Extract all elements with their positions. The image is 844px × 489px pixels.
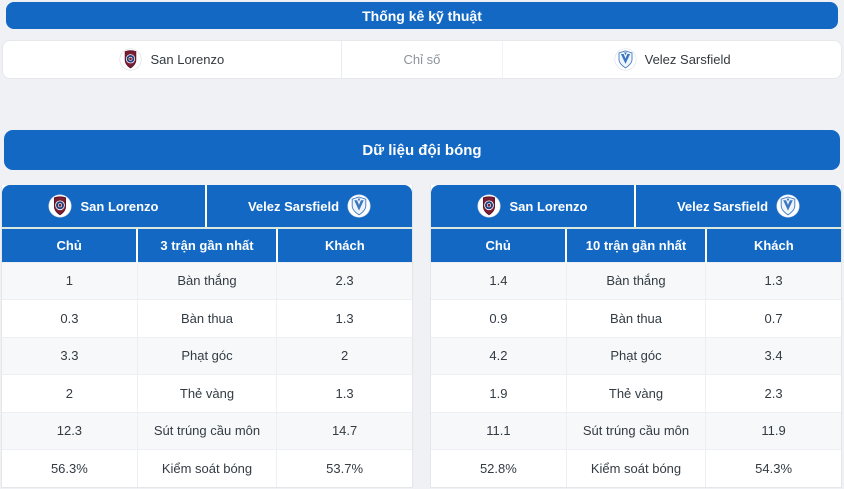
table-cell: 4.2 — [431, 336, 567, 375]
table-cell: 1.4 — [431, 261, 567, 300]
table-cell: 14.7 — [276, 411, 412, 450]
table-row: 4.2 Phạt góc 3.4 — [431, 336, 841, 375]
table-cell: Sút trúng cầu môn — [136, 411, 277, 450]
away-team-name: Velez Sarsfield — [644, 52, 731, 67]
table-row: 12.3 Sút trúng cầu môn 14.7 — [2, 411, 412, 450]
table-row: 56.3% Kiểm soát bóng 53.7% — [2, 449, 412, 487]
column-header-home: Chủ — [431, 229, 567, 262]
stat-table-last-10-matches: San Lorenzo Velez Sarsfield Chủ 10 trận … — [430, 185, 842, 488]
stat-table-grid: Chủ 3 trận gần nhất Khách 1 Bàn thắng 2.3 0… — [2, 229, 412, 487]
table-cell: 0.7 — [705, 299, 841, 337]
stat-table-last-3-matches: San Lorenzo Velez Sarsfield Chủ 3 trận g… — [1, 185, 413, 488]
velez-sarsfield-crest-icon — [613, 48, 637, 71]
table-cell: 1 — [2, 261, 138, 300]
table-cell: 2 — [276, 336, 412, 375]
san-lorenzo-crest-icon — [477, 194, 502, 218]
away-team-cell: Velez Sarsfield — [503, 41, 841, 78]
column-header-period: 10 trận gần nhất — [565, 229, 706, 262]
metric-label-cell: Chỉ số — [340, 41, 504, 78]
away-team-cell: Velez Sarsfield — [207, 185, 412, 227]
san-lorenzo-crest-icon — [48, 194, 73, 218]
table-cell: Bàn thắng — [565, 261, 706, 300]
home-team-cell: San Lorenzo — [3, 41, 341, 78]
table-cell: 3.4 — [705, 336, 841, 375]
home-team-name: San Lorenzo — [150, 52, 225, 67]
table-cell: Sút trúng cầu môn — [565, 411, 706, 450]
table-cell: Kiểm soát bóng — [136, 449, 277, 487]
column-header-row: Chủ 10 trận gần nhất Khách — [431, 229, 841, 262]
table-row: 1.4 Bàn thắng 1.3 — [431, 261, 841, 300]
table-cell: 2.3 — [705, 374, 841, 412]
table-row: 2 Thẻ vàng 1.3 — [2, 374, 412, 412]
table-row: 1 Bàn thắng 2.3 — [2, 261, 412, 300]
team-data-section: Dữ liệu đội bóng San Lorenzo Velez Sarsf… — [0, 130, 844, 488]
stat-table-team-header: San Lorenzo Velez Sarsfield — [2, 185, 412, 229]
table-cell: Phạt góc — [136, 336, 277, 375]
stat-table-team-header: San Lorenzo Velez Sarsfield — [431, 185, 841, 229]
table-cell: 1.9 — [431, 374, 567, 412]
stat-table-grid: Chủ 10 trận gần nhất Khách 1.4 Bàn thắng 1… — [431, 229, 841, 487]
home-team-cell: San Lorenzo — [2, 185, 207, 227]
table-cell: 52.8% — [431, 449, 567, 487]
column-header-row: Chủ 3 trận gần nhất Khách — [2, 229, 412, 262]
section-title-team-data: Dữ liệu đội bóng — [4, 130, 840, 170]
table-cell: Thẻ vàng — [565, 374, 706, 412]
table-cell: 12.3 — [2, 411, 138, 450]
san-lorenzo-crest-icon — [119, 48, 143, 71]
table-cell: Thẻ vàng — [136, 374, 277, 412]
table-row: 1.9 Thẻ vàng 2.3 — [431, 374, 841, 412]
table-row: 11.1 Sút trúng cầu môn 11.9 — [431, 411, 841, 450]
table-row: 0.9 Bàn thua 0.7 — [431, 299, 841, 337]
table-cell: 3.3 — [2, 336, 138, 375]
column-header-away: Khách — [704, 229, 841, 262]
table-cell: Kiểm soát bóng — [565, 449, 706, 487]
home-team-cell: San Lorenzo — [431, 185, 636, 227]
table-cell: 0.9 — [431, 299, 567, 337]
away-team-name: Velez Sarsfield — [247, 198, 340, 214]
table-cell: 11.9 — [705, 411, 841, 450]
table-cell: 1.3 — [276, 374, 412, 412]
table-row: 0.3 Bàn thua 1.3 — [2, 299, 412, 337]
table-cell: 2 — [2, 374, 138, 412]
metric-label: Chỉ số — [403, 52, 441, 67]
technical-stats-section: Thống kê kỹ thuật San Lorenzo Chỉ số Vel… — [0, 2, 844, 79]
away-team-cell: Velez Sarsfield — [636, 185, 841, 227]
table-cell: Bàn thua — [565, 299, 706, 337]
table-cell: 1.3 — [705, 261, 841, 300]
table-cell: Bàn thua — [136, 299, 277, 337]
stat-tables-container: San Lorenzo Velez Sarsfield Chủ 3 trận g… — [0, 185, 844, 488]
table-cell: Phạt góc — [565, 336, 706, 375]
table-cell: 54.3% — [705, 449, 841, 487]
home-team-name: San Lorenzo — [80, 198, 159, 214]
table-cell: 1.3 — [276, 299, 412, 337]
table-row: 52.8% Kiểm soát bóng 54.3% — [431, 449, 841, 487]
column-header-period: 3 trận gần nhất — [136, 229, 277, 262]
teams-header-row: San Lorenzo Chỉ số Velez Sarsfield — [2, 40, 842, 79]
velez-sarsfield-crest-icon — [776, 194, 800, 218]
table-cell: 56.3% — [2, 449, 138, 487]
table-cell: 53.7% — [276, 449, 412, 487]
table-cell: 2.3 — [276, 261, 412, 300]
home-team-name: San Lorenzo — [509, 198, 588, 214]
table-cell: 0.3 — [2, 299, 138, 337]
column-header-home: Chủ — [2, 229, 138, 262]
table-cell: 11.1 — [431, 411, 567, 450]
away-team-name: Velez Sarsfield — [676, 198, 769, 214]
column-header-away: Khách — [275, 229, 412, 262]
table-row: 3.3 Phạt góc 2 — [2, 336, 412, 375]
section-title-text: Dữ liệu đội bóng — [362, 141, 482, 159]
table-cell: Bàn thắng — [136, 261, 277, 300]
section-title-technical-stats: Thống kê kỹ thuật — [6, 2, 838, 29]
velez-sarsfield-crest-icon — [347, 194, 371, 218]
section-title-text: Thống kê kỹ thuật — [362, 7, 482, 24]
